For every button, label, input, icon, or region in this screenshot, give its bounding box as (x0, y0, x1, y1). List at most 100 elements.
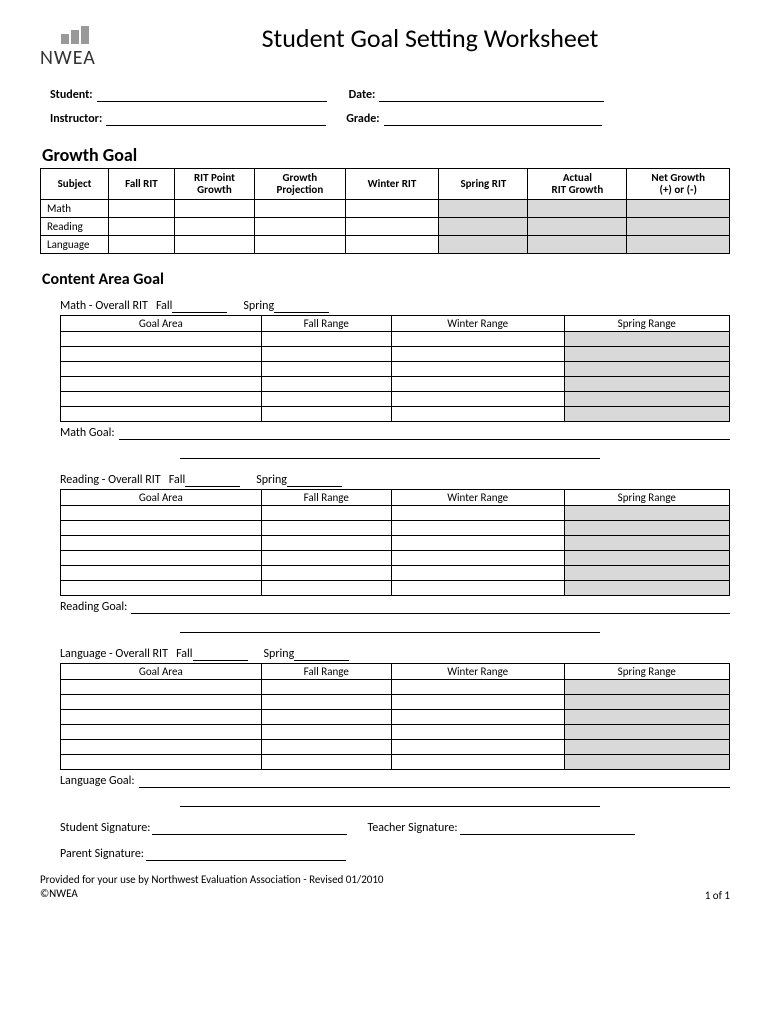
area-cell[interactable] (61, 680, 262, 695)
input-goal-line2[interactable] (180, 794, 600, 807)
area-cell[interactable] (261, 710, 391, 725)
area-cell[interactable] (564, 551, 729, 566)
area-cell[interactable] (61, 332, 262, 347)
area-cell[interactable] (261, 740, 391, 755)
area-cell[interactable] (564, 725, 729, 740)
area-cell[interactable] (564, 740, 729, 755)
area-cell[interactable] (261, 581, 391, 596)
area-cell[interactable] (61, 407, 262, 422)
area-cell[interactable] (564, 506, 729, 521)
input-date-line[interactable] (379, 88, 604, 102)
area-cell[interactable] (61, 695, 262, 710)
area-cell[interactable] (391, 755, 564, 770)
growth-cell[interactable] (174, 236, 254, 254)
area-cell[interactable] (564, 392, 729, 407)
growth-cell[interactable] (174, 200, 254, 218)
area-cell[interactable] (564, 536, 729, 551)
area-cell[interactable] (61, 710, 262, 725)
growth-cell[interactable] (627, 236, 730, 254)
area-cell[interactable] (391, 725, 564, 740)
area-cell[interactable] (391, 581, 564, 596)
area-cell[interactable] (564, 521, 729, 536)
area-cell[interactable] (61, 755, 262, 770)
area-cell[interactable] (564, 332, 729, 347)
area-cell[interactable] (261, 506, 391, 521)
growth-cell[interactable] (255, 236, 345, 254)
area-cell[interactable] (564, 566, 729, 581)
area-cell[interactable] (261, 680, 391, 695)
area-cell[interactable] (61, 740, 262, 755)
area-cell[interactable] (61, 536, 262, 551)
area-cell[interactable] (391, 740, 564, 755)
area-cell[interactable] (564, 695, 729, 710)
growth-cell[interactable] (439, 200, 528, 218)
area-cell[interactable] (261, 407, 391, 422)
area-cell[interactable] (261, 755, 391, 770)
input-spring-rit[interactable] (274, 300, 329, 313)
area-cell[interactable] (564, 407, 729, 422)
area-cell[interactable] (261, 551, 391, 566)
area-cell[interactable] (391, 551, 564, 566)
growth-cell[interactable] (255, 200, 345, 218)
area-cell[interactable] (261, 347, 391, 362)
area-cell[interactable] (564, 710, 729, 725)
growth-cell[interactable] (345, 200, 439, 218)
input-goal-line1[interactable] (119, 427, 730, 440)
growth-cell[interactable] (255, 218, 345, 236)
area-cell[interactable] (261, 362, 391, 377)
growth-cell[interactable] (345, 218, 439, 236)
area-cell[interactable] (391, 332, 564, 347)
input-instructor-line[interactable] (106, 112, 326, 126)
growth-cell[interactable] (439, 236, 528, 254)
input-fall-rit[interactable] (172, 300, 227, 313)
input-grade-line[interactable] (384, 112, 602, 126)
area-cell[interactable] (261, 725, 391, 740)
area-cell[interactable] (564, 362, 729, 377)
area-cell[interactable] (391, 695, 564, 710)
input-spring-rit[interactable] (294, 648, 349, 661)
area-cell[interactable] (261, 521, 391, 536)
growth-cell[interactable] (109, 200, 175, 218)
area-cell[interactable] (61, 392, 262, 407)
area-cell[interactable] (61, 521, 262, 536)
area-cell[interactable] (564, 377, 729, 392)
input-goal-line2[interactable] (180, 446, 600, 459)
area-cell[interactable] (391, 407, 564, 422)
growth-cell[interactable] (109, 236, 175, 254)
area-cell[interactable] (391, 347, 564, 362)
input-teacher-sig[interactable] (460, 822, 635, 835)
area-cell[interactable] (61, 551, 262, 566)
area-cell[interactable] (61, 362, 262, 377)
area-cell[interactable] (564, 680, 729, 695)
growth-cell[interactable] (528, 218, 627, 236)
growth-cell[interactable] (109, 218, 175, 236)
area-cell[interactable] (391, 377, 564, 392)
area-cell[interactable] (261, 377, 391, 392)
area-cell[interactable] (391, 536, 564, 551)
growth-cell[interactable] (174, 218, 254, 236)
growth-cell[interactable] (439, 218, 528, 236)
input-student-line[interactable] (97, 88, 327, 102)
area-cell[interactable] (61, 506, 262, 521)
area-cell[interactable] (391, 566, 564, 581)
area-cell[interactable] (261, 695, 391, 710)
input-student-sig[interactable] (152, 822, 347, 835)
area-cell[interactable] (391, 362, 564, 377)
growth-cell[interactable] (528, 236, 627, 254)
area-cell[interactable] (564, 755, 729, 770)
area-cell[interactable] (61, 725, 262, 740)
area-cell[interactable] (564, 347, 729, 362)
growth-cell[interactable] (627, 218, 730, 236)
area-cell[interactable] (261, 392, 391, 407)
input-goal-line1[interactable] (131, 601, 730, 614)
area-cell[interactable] (261, 566, 391, 581)
area-cell[interactable] (391, 710, 564, 725)
area-cell[interactable] (564, 581, 729, 596)
growth-cell[interactable] (345, 236, 439, 254)
area-cell[interactable] (61, 566, 262, 581)
input-fall-rit[interactable] (185, 474, 240, 487)
area-cell[interactable] (391, 521, 564, 536)
input-parent-sig[interactable] (146, 848, 346, 861)
area-cell[interactable] (261, 536, 391, 551)
area-cell[interactable] (391, 392, 564, 407)
